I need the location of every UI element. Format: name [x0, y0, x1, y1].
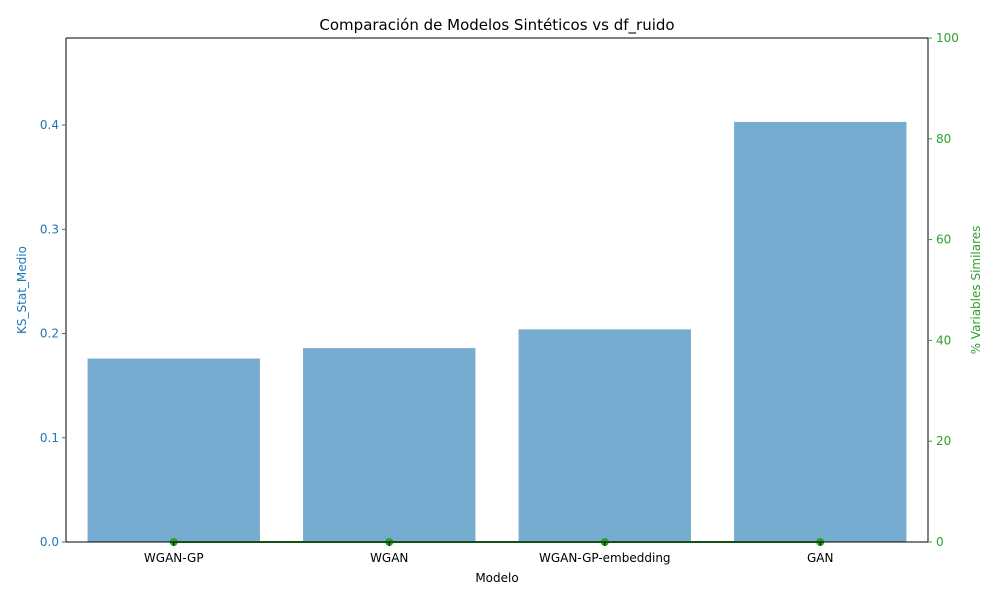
y2-axis-label: % Variables Similares	[969, 226, 983, 355]
y-tick-label: 0.1	[40, 431, 59, 445]
bar-group	[87, 121, 907, 542]
y2-tick-label: 20	[936, 434, 951, 448]
y2-tick-label: 100	[936, 31, 959, 45]
y2-tick-label: 40	[936, 333, 951, 347]
chart-title: Comparación de Modelos Sintéticos vs df_…	[319, 16, 674, 35]
bar-wgan	[303, 348, 476, 542]
axes	[65, 37, 929, 543]
y-tick-label: 0.2	[40, 327, 59, 341]
y-axis-label: KS_Stat_Medio	[15, 246, 29, 334]
bar-wgan-gp-embedding	[518, 329, 691, 542]
x-tick-label: WGAN	[370, 551, 408, 565]
y-tick-label: 0.0	[40, 535, 59, 549]
y-tick-label: 0.4	[40, 118, 59, 132]
x-axis-label: Modelo	[475, 571, 518, 585]
ticks: 0.0 0.1 0.2 0.3 0.4 0 20 40 60 80 100 WGAN-GP WGAN WG…	[40, 31, 959, 565]
x-tick-label: GAN	[807, 551, 833, 565]
y2-tick-label: 80	[936, 132, 951, 146]
y2-tick-label: 60	[936, 233, 951, 247]
bar-wgan-gp	[87, 358, 260, 542]
x-tick-label: WGAN-GP-embedding	[539, 551, 671, 565]
x-tick-label: WGAN-GP	[144, 551, 204, 565]
y-tick-label: 0.3	[40, 222, 59, 236]
y2-tick-label: 0	[936, 535, 944, 549]
bar-gan	[734, 121, 907, 542]
